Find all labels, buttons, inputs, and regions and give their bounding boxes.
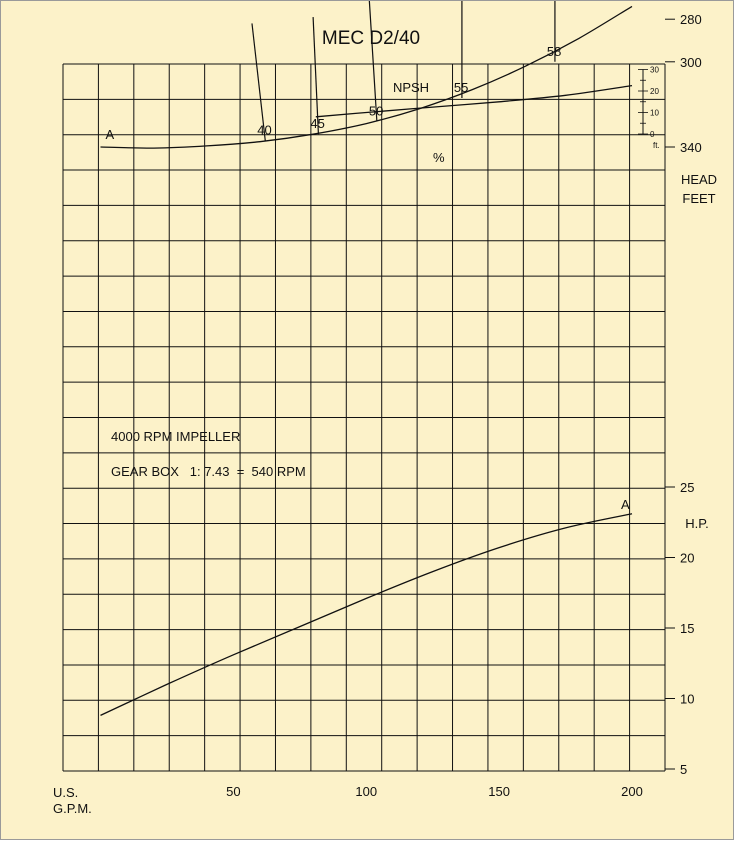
annotation-impeller: 4000 RPM IMPELLER xyxy=(111,429,240,444)
x-tick-label: 200 xyxy=(621,784,643,799)
hp-curve-label: A xyxy=(621,497,630,512)
x-tick-label: 50 xyxy=(226,784,240,799)
efficiency-label: 45 xyxy=(310,116,324,131)
hp-tick-label: 5 xyxy=(680,762,687,777)
head-axis-label-line2: FEET xyxy=(682,191,715,206)
hp-tick-label: 10 xyxy=(680,692,694,707)
efficiency-label: 50 xyxy=(369,103,383,118)
x-axis-label-line2: G.P.M. xyxy=(53,801,92,816)
head-curve-label: A xyxy=(106,127,115,142)
labels: 5010015020034030028026024022025201510530… xyxy=(106,12,702,799)
axes xyxy=(638,18,675,770)
head-tick-label: 340 xyxy=(680,140,702,155)
efficiency-line xyxy=(368,1,378,122)
npsh-tick-label: 30 xyxy=(650,66,659,75)
npsh-curve xyxy=(315,84,633,118)
efficiency-unit-label: % xyxy=(433,150,445,165)
x-tick-label: 150 xyxy=(488,784,510,799)
head-tick-label: 280 xyxy=(680,12,702,27)
grid xyxy=(62,63,666,772)
hp-tick-label: 20 xyxy=(680,551,694,566)
npsh-tick-label: 0 xyxy=(650,130,655,139)
efficiency-label: 40 xyxy=(257,123,271,138)
efficiency-label: 55 xyxy=(454,80,468,95)
efficiency-label: 58 xyxy=(547,44,561,59)
hp-curve xyxy=(100,513,633,716)
head-axis-label-line1: HEAD xyxy=(681,172,717,187)
npsh-tick-label: 20 xyxy=(650,87,659,96)
efficiency-line xyxy=(251,23,266,141)
x-tick-label: 100 xyxy=(355,784,377,799)
efficiency-line xyxy=(312,17,320,135)
hp-axis-label: H.P. xyxy=(685,516,709,531)
npsh-curve-label: NPSH xyxy=(393,80,429,95)
head-curve xyxy=(100,5,633,149)
hp-tick-label: 15 xyxy=(680,621,694,636)
head-tick-label: 300 xyxy=(680,55,702,70)
chart-title: MEC D2/40 xyxy=(322,28,420,49)
npsh-axis-unit: ft. xyxy=(653,141,660,150)
curves xyxy=(100,1,633,716)
npsh-tick-label: 10 xyxy=(650,109,659,118)
hp-tick-label: 25 xyxy=(680,480,694,495)
annotation-gearbox: GEAR BOX 1: 7.43 = 540 RPM xyxy=(111,464,306,479)
x-axis-label-line1: U.S. xyxy=(53,785,78,800)
